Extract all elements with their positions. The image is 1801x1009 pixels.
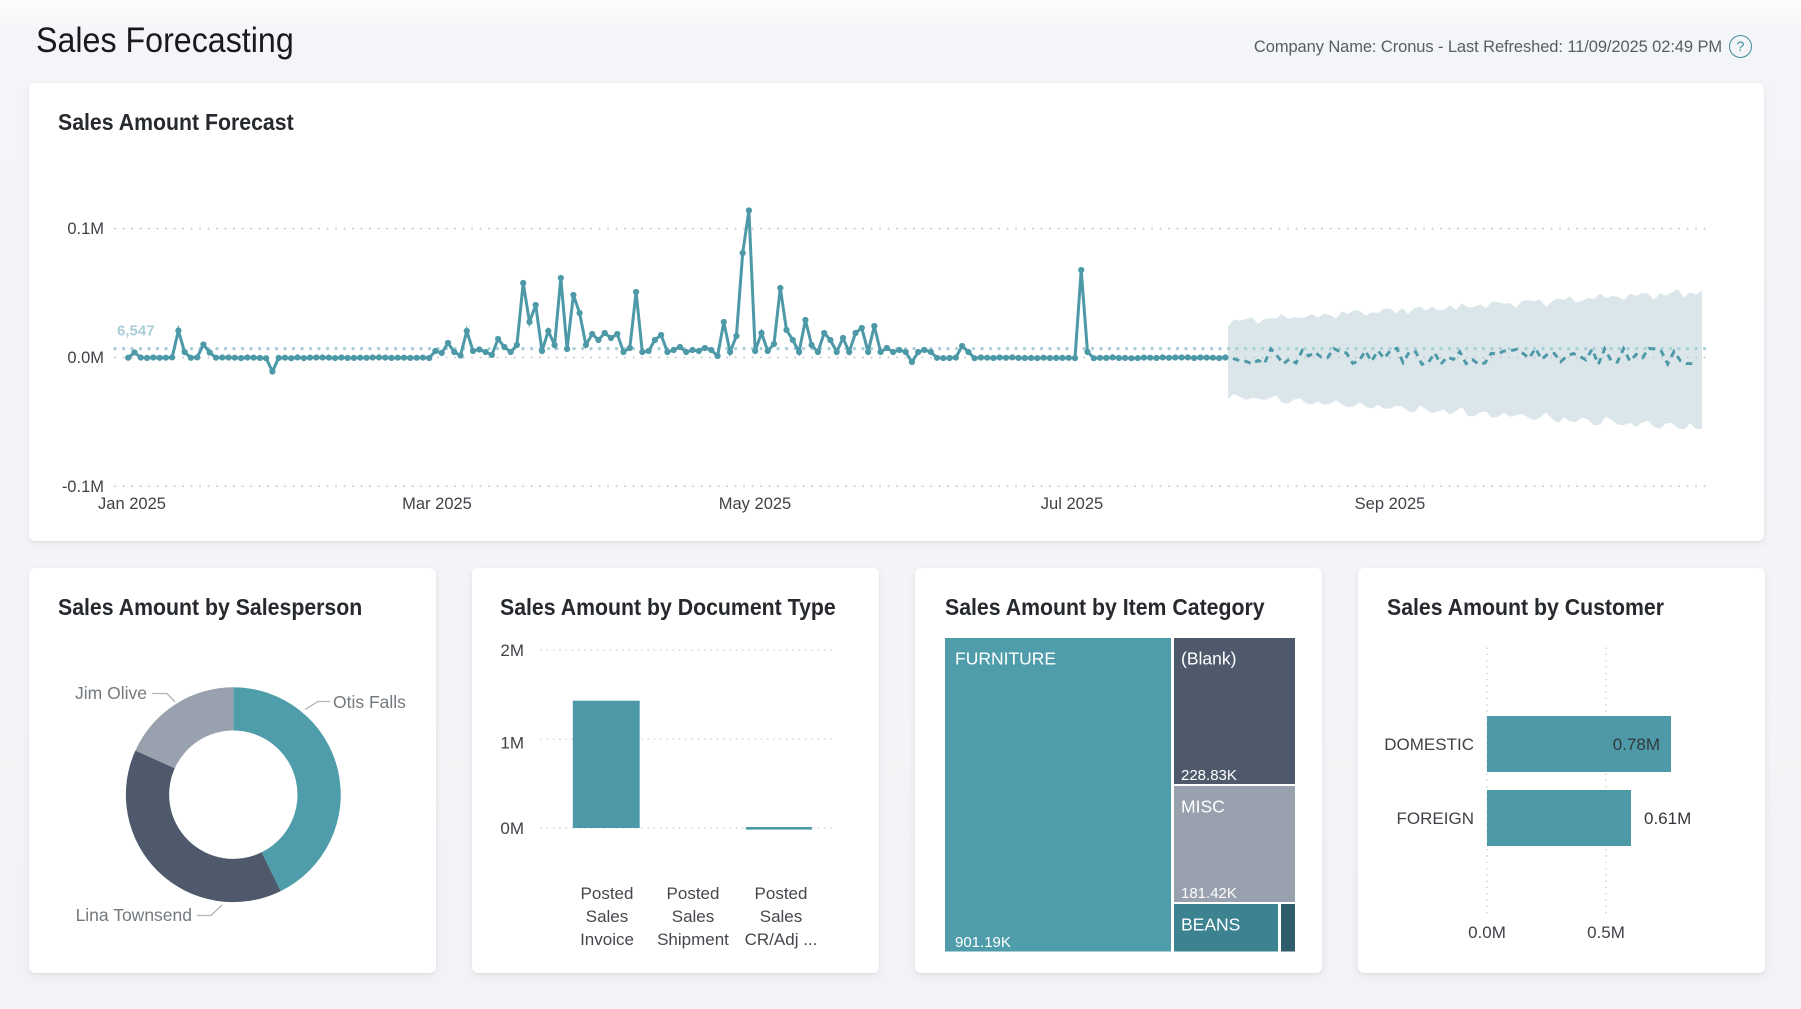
svg-text:BEANS: BEANS (1181, 915, 1240, 935)
svg-text:1M: 1M (500, 733, 524, 752)
svg-text:Sep 2025: Sep 2025 (1355, 495, 1426, 513)
svg-text:Shipment: Shipment (657, 930, 729, 949)
svg-text:Posted: Posted (755, 884, 808, 903)
svg-text:Jan 2025: Jan 2025 (98, 495, 166, 513)
svg-text:228.83K: 228.83K (1181, 767, 1237, 784)
svg-text:(Blank): (Blank) (1181, 649, 1236, 669)
svg-text:0M: 0M (500, 819, 524, 838)
svg-text:Jim Olive: Jim Olive (75, 683, 147, 703)
svg-text:CR/Adj ...: CR/Adj ... (745, 930, 818, 949)
svg-text:Mar 2025: Mar 2025 (402, 495, 472, 513)
svg-text:0.0M: 0.0M (1468, 923, 1506, 942)
svg-text:Posted: Posted (667, 884, 720, 903)
svg-text:0.5M: 0.5M (1587, 923, 1625, 942)
svg-text:181.42K: 181.42K (1181, 885, 1237, 902)
svg-text:901.19K: 901.19K (955, 934, 1011, 951)
svg-text:FURNITURE: FURNITURE (955, 649, 1056, 669)
svg-text:MISC: MISC (1181, 797, 1225, 817)
svg-text:DOMESTIC: DOMESTIC (1384, 735, 1474, 754)
svg-text:0.1M: 0.1M (67, 220, 104, 238)
svg-text:-0.1M: -0.1M (62, 478, 104, 496)
svg-text:0.0M: 0.0M (67, 349, 104, 367)
svg-text:Sales: Sales (586, 907, 629, 926)
svg-text:Sales: Sales (760, 907, 803, 926)
svg-text:6,547: 6,547 (117, 323, 155, 340)
svg-text:0.61M: 0.61M (1644, 809, 1691, 828)
svg-text:Jul 2025: Jul 2025 (1041, 495, 1103, 513)
svg-text:Invoice: Invoice (580, 930, 634, 949)
svg-text:Otis Falls: Otis Falls (333, 692, 406, 712)
svg-text:Sales: Sales (672, 907, 715, 926)
svg-text:2M: 2M (500, 641, 524, 660)
svg-text:FOREIGN: FOREIGN (1397, 809, 1474, 828)
svg-text:May 2025: May 2025 (719, 495, 791, 513)
svg-text:Lina Townsend: Lina Townsend (76, 905, 192, 925)
svg-text:0.78M: 0.78M (1613, 735, 1660, 754)
svg-text:Posted: Posted (581, 884, 634, 903)
